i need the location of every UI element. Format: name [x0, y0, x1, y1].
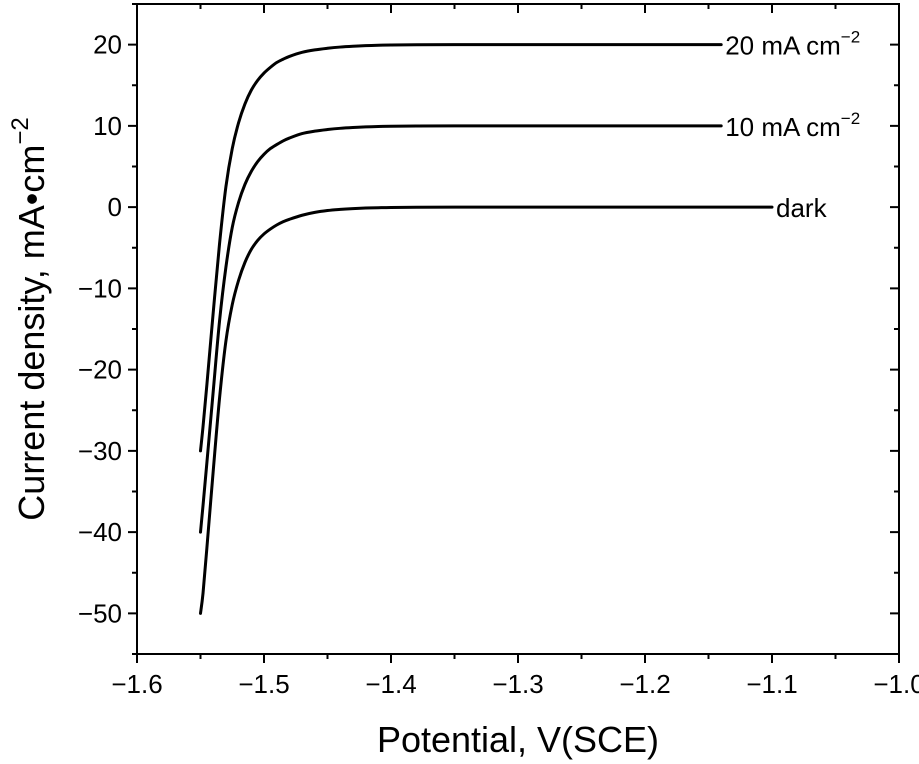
y-tick-label: 20	[93, 30, 122, 60]
y-tick-label: −30	[78, 436, 122, 466]
series-label-0: 20 mA cm−2	[725, 28, 860, 61]
tick-labels: −1.6 −1.5 −1.4 −1.3 −1.2 −1.1 −1.0 20 10 0 −10 −20 −…	[78, 30, 919, 699]
y-tick-label: −50	[78, 598, 122, 628]
x-axis-title: Potential, V(SCE)	[377, 719, 659, 760]
x-tick-label: −1.2	[619, 669, 670, 699]
x-tick-label: −1.1	[746, 669, 797, 699]
series-line-0	[199, 43, 723, 453]
plot-frame	[136, 3, 900, 655]
y-tick-label: 10	[93, 111, 122, 141]
y-tick-label: −20	[78, 355, 122, 385]
y-tick-label: −40	[78, 517, 122, 547]
series-labels: 20 mA cm−2 10 mA cm−2 dark	[725, 28, 860, 224]
x-tick-label: −1.3	[492, 669, 543, 699]
y-tick-label: 0	[108, 192, 122, 222]
x-tick-label: −1.4	[365, 669, 416, 699]
series-line-1	[199, 124, 723, 534]
y-tick-label: −10	[78, 273, 122, 303]
x-tick-label: −1.0	[873, 669, 919, 699]
series-group	[199, 43, 774, 615]
series-label-2: dark	[776, 193, 828, 223]
series-label-1: 10 mA cm−2	[725, 109, 860, 142]
major-ticks	[128, 4, 900, 663]
x-tick-label: −1.6	[111, 669, 162, 699]
y-axis-title: Current density, mA•cm−2	[7, 117, 52, 520]
series-line-2	[199, 205, 774, 615]
x-tick-label: −1.5	[238, 669, 289, 699]
